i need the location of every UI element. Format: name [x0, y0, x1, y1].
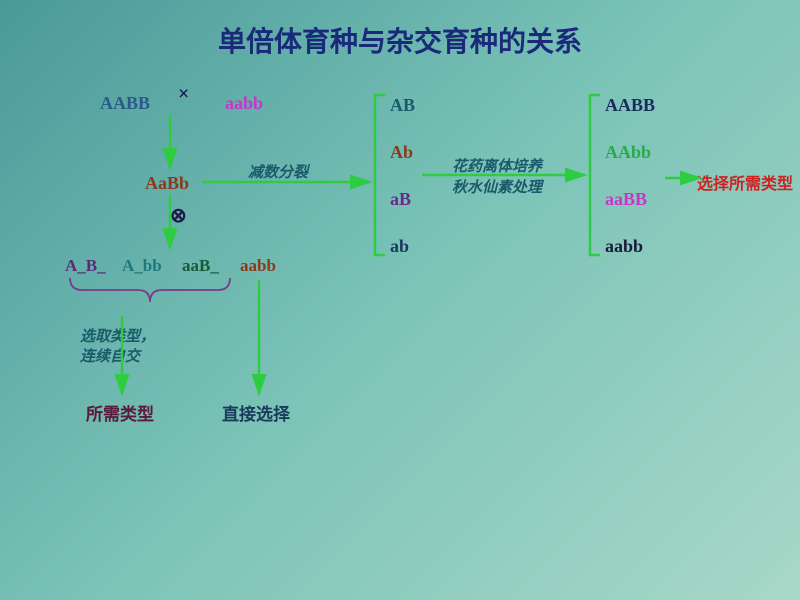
diploid-AAbb: AAbb: [605, 142, 651, 163]
culture-label-1: 花药离体培养: [452, 155, 542, 176]
f2-aabb: aabb: [240, 256, 276, 276]
gamete-aB: aB: [390, 189, 411, 210]
f2-ABA: A_B_: [65, 256, 106, 276]
parent-aabb: aabb: [225, 93, 263, 114]
gamete-AB: AB: [390, 95, 415, 116]
parent-AABB: AABB: [100, 93, 150, 114]
diploid-aabb: aabb: [605, 236, 643, 257]
diploid-aaBB: aaBB: [605, 189, 647, 210]
f1-AaBb: AaBb: [145, 173, 189, 194]
f2-aaB: aaB_: [182, 256, 219, 276]
final-select: 选择所需类型: [697, 170, 793, 194]
gamete-Ab: Ab: [390, 142, 413, 163]
selfcross-symbol: ⊗: [170, 203, 187, 228]
result-desired: 所需类型: [86, 400, 154, 425]
note-continuous-self: 连续自交: [80, 345, 140, 366]
result-direct: 直接选择: [222, 400, 290, 425]
f2-Abb: A_bb: [122, 256, 162, 276]
page-title: 单倍体育种与杂交育种的关系: [0, 20, 800, 60]
cross-symbol: ×: [178, 83, 189, 106]
culture-label-2: 秋水仙素处理: [452, 176, 542, 197]
note-select-type: 选取类型，: [80, 325, 155, 346]
diploid-AABB: AABB: [605, 95, 655, 116]
diagram-overlay: [0, 0, 800, 600]
gamete-ab: ab: [390, 236, 409, 257]
meiosis-label: 减数分裂: [248, 161, 308, 182]
